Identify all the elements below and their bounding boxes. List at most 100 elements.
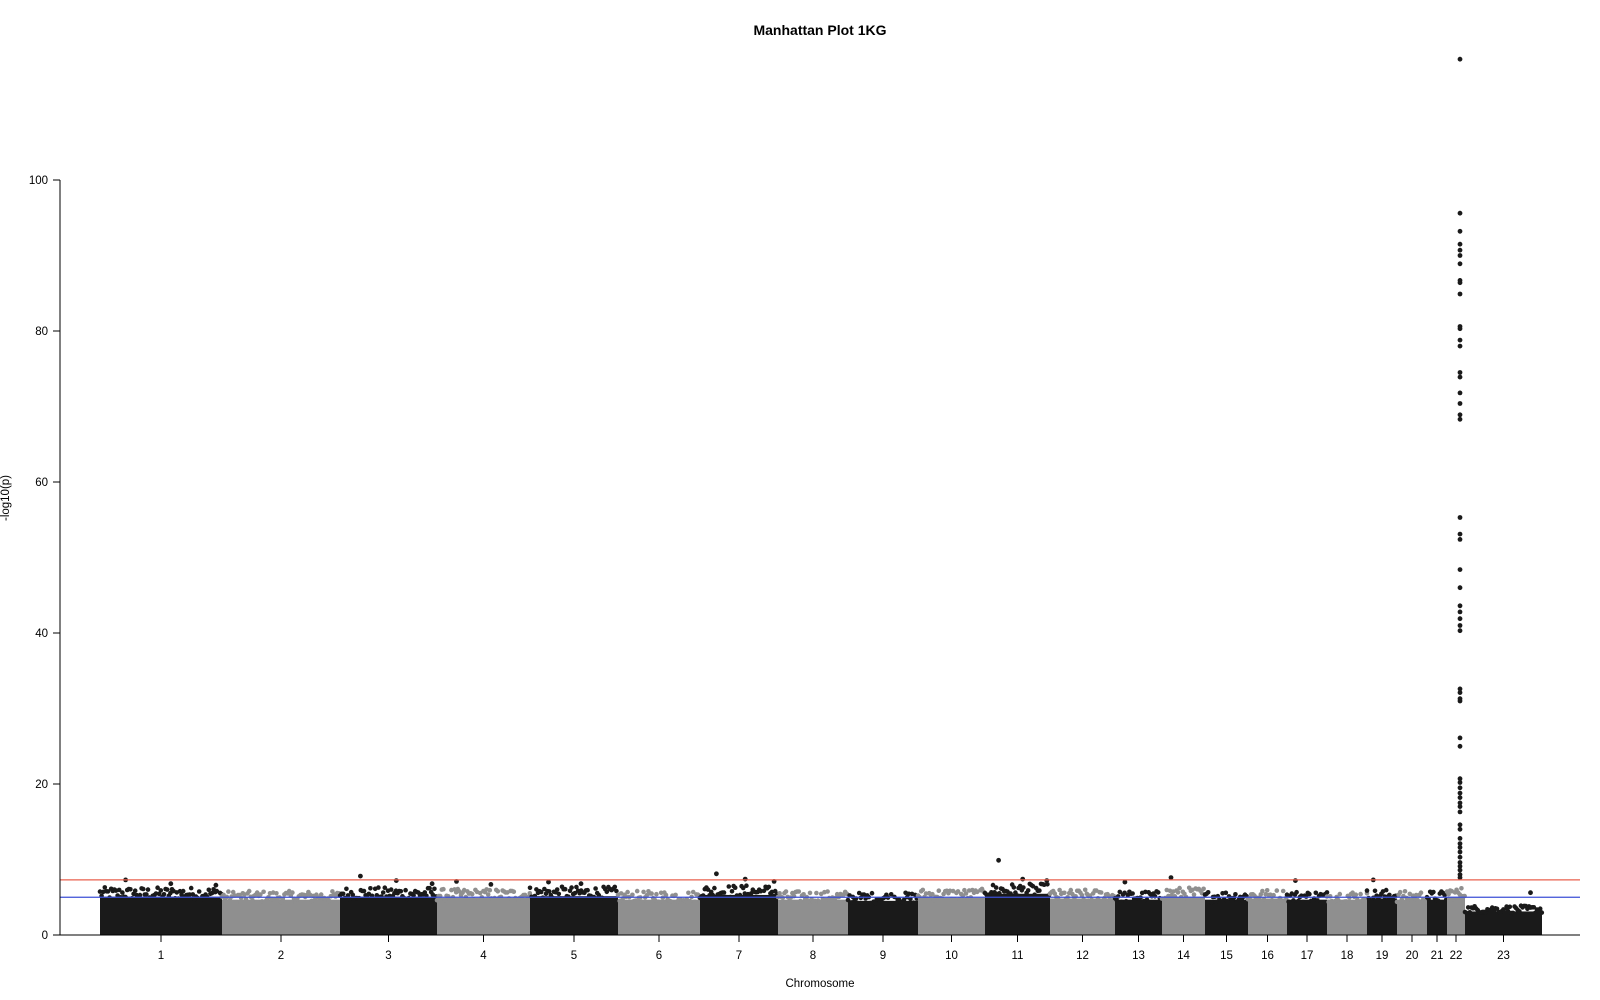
snp-point [1264,888,1270,893]
snp-point [721,890,727,895]
peak-point [1457,412,1463,418]
chromosome-23-points [1462,890,1545,935]
chromosome-22-band [1447,896,1465,935]
snp-point [593,886,598,891]
x-tick-label: 12 [1076,950,1089,962]
snp-point [344,886,349,892]
snp-point [687,898,693,904]
snp-point [630,892,635,898]
snp-point [1418,890,1424,895]
snp-point [164,887,170,892]
snp-point [487,887,493,893]
snp-point [511,889,517,894]
snp-point [476,898,481,903]
peak-point [1457,800,1463,806]
snp-point [1327,894,1333,899]
peak-point [1528,890,1533,896]
snp-point [1021,885,1026,890]
snp-point [1073,894,1078,899]
snp-point [1364,888,1370,893]
peak-point [1457,343,1463,349]
snp-point [744,883,749,888]
peak-point [358,873,363,879]
chromosome-4-band [437,897,530,935]
peak-point [1457,867,1463,873]
snp-point [705,887,711,892]
snp-point [890,901,896,906]
snp-point [259,899,265,904]
snp-point [729,889,735,894]
snp-point [145,887,151,892]
snp-point [1089,897,1094,902]
snp-point [634,888,640,894]
snp-point [1260,888,1265,894]
y-tick-label: 40 [35,628,48,640]
x-tick-label: 2 [278,950,284,962]
snp-point [1008,891,1013,896]
chart-title: Manhattan Plot 1KG [753,22,886,38]
snp-point [1155,890,1161,895]
snp-point [485,892,491,897]
x-tick-label: 8 [810,950,816,962]
snp-point [140,886,146,892]
snp-point [869,890,875,896]
snp-point [1307,891,1312,897]
chromosome-5-points [527,879,619,935]
snp-point [562,886,568,892]
chromosome-16-band [1248,898,1287,935]
snp-point [120,890,125,895]
snp-point [1233,892,1238,897]
chromosome-8-band [778,899,848,935]
peak-point [1168,875,1174,880]
peak-point [1457,261,1463,267]
snp-point [158,888,164,893]
snp-point [350,892,356,898]
snp-point [1517,909,1522,914]
snp-point [585,887,590,893]
snp-point [187,892,192,897]
x-tick-label: 15 [1220,950,1233,962]
snp-point [612,884,618,890]
chromosome-22-points [1444,56,1467,935]
snp-point [243,896,249,902]
snp-point [1435,898,1441,903]
chromosome-5-band [530,896,618,935]
snp-point [102,885,108,890]
snp-point [1144,897,1150,902]
snp-point [990,882,996,888]
snp-point [639,899,645,905]
snp-point [726,884,732,889]
snp-point [132,888,138,893]
peak-point [1457,735,1463,741]
snp-point [1337,891,1343,897]
snp-point [1011,885,1017,890]
snp-point [527,885,533,891]
peak-point [168,881,174,887]
snp-point [1467,910,1473,915]
peak-point [1457,337,1463,343]
peak-point [1457,776,1463,782]
snp-point [538,889,544,895]
snp-point [906,891,912,897]
snp-point [1130,891,1135,896]
snp-point [625,889,630,895]
snp-point [1397,889,1403,895]
snp-point [1014,893,1020,898]
snp-point [1108,898,1114,903]
snp-point [1037,888,1042,893]
chromosome-18-band [1327,899,1367,935]
snp-point [1282,898,1288,904]
snp-point [1052,891,1058,896]
peak-point [1457,374,1463,380]
snp-point [1537,906,1543,911]
snp-point [572,890,578,896]
snp-point [1291,898,1296,903]
snp-point [105,889,111,894]
snp-point [442,898,448,903]
snp-point [156,891,162,897]
snp-point [649,891,654,896]
snp-point [246,888,252,894]
snp-point [930,891,935,897]
snp-point [261,889,266,895]
